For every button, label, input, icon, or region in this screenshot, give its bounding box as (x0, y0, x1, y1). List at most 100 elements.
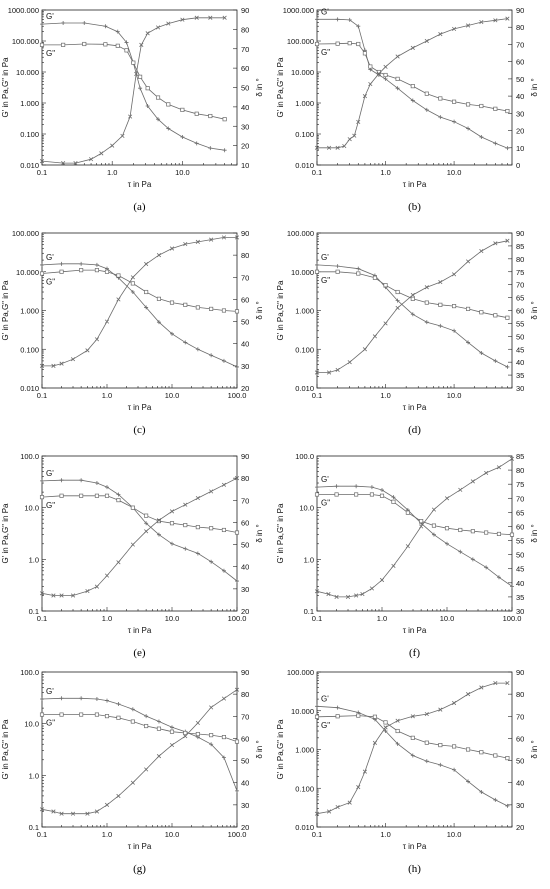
data-point (451, 272, 457, 277)
data-point (130, 505, 135, 510)
data-point (208, 113, 213, 119)
y-tick-label: 100.000 (287, 229, 314, 238)
data-point (431, 523, 437, 528)
data-point (194, 111, 199, 116)
plot-frame (316, 9, 513, 166)
data-point (395, 86, 400, 91)
data-point (110, 143, 115, 148)
data-point (383, 283, 388, 288)
data-point (194, 15, 199, 20)
data-point (510, 584, 514, 589)
data-point (166, 102, 171, 107)
y2-tick-label: 60 (241, 295, 249, 304)
data-point (484, 470, 489, 475)
data-point (39, 495, 45, 500)
series-label: G' (46, 687, 54, 696)
series-line (316, 715, 508, 759)
data-point (124, 40, 129, 45)
series-line (42, 236, 237, 367)
data-point (452, 767, 457, 772)
y2-tick-label: 40 (241, 340, 249, 349)
data-point (369, 492, 374, 497)
data-point (438, 743, 443, 748)
data-point (362, 51, 367, 56)
y-tick-label: 10.0 (24, 720, 39, 729)
data-point (354, 593, 359, 598)
y2-tick-label: 90 (516, 229, 524, 238)
data-point (410, 714, 415, 719)
y-tick-label: 0.010 (295, 823, 314, 832)
y2-axis-title: δ in ° (255, 740, 264, 758)
data-point (505, 680, 510, 686)
data-point (410, 753, 415, 758)
data-point (166, 21, 171, 26)
data-point (395, 289, 400, 295)
y-tick-label: 1000.000 (8, 6, 39, 15)
y2-tick-label: 70 (516, 494, 524, 503)
y-tick-label: 0.1 (29, 823, 39, 832)
data-point (369, 485, 374, 490)
data-point (334, 594, 339, 599)
data-point (208, 146, 213, 151)
y2-tick-label: 65 (516, 294, 524, 303)
data-point (116, 560, 121, 565)
data-point (466, 747, 471, 752)
y-tick-label: 1.000 (295, 99, 314, 108)
plot-frame (316, 455, 513, 612)
chart-panel: 0.1 1.0 10.0 0.010 0.100 1.000 10.000 100.000 10… (1, 6, 264, 213)
y2-tick-label: 30 (241, 585, 249, 594)
y2-tick-label: 50 (241, 84, 249, 93)
data-point (372, 740, 378, 745)
y2-tick-label: 60 (241, 64, 249, 73)
y2-tick-label: 80 (241, 690, 249, 699)
data-point (509, 456, 515, 461)
data-point (116, 273, 121, 278)
data-point (79, 261, 84, 266)
data-point (139, 42, 144, 47)
data-point (70, 593, 76, 598)
y2-tick-label: 50 (516, 757, 524, 766)
data-point (326, 145, 332, 150)
y2-tick-label: 40 (516, 92, 524, 101)
data-point (59, 493, 64, 498)
y-tick-label: 100.0 (20, 452, 39, 461)
data-point (183, 523, 188, 528)
x-tick-label: 10.0 (175, 168, 190, 177)
series-label: G' (321, 475, 329, 484)
data-point (221, 568, 226, 573)
data-point (130, 281, 135, 286)
y2-axis-title: δ in ° (255, 524, 264, 542)
data-point (379, 577, 385, 583)
data-point (314, 589, 320, 594)
data-point (221, 735, 227, 740)
data-point (438, 280, 443, 285)
data-point (335, 41, 340, 46)
data-point (438, 115, 443, 120)
y2-tick-label: 90 (241, 452, 249, 461)
chart-panel: 0.1 1.0 10.0 100.00.11.010.0100.02030405060… (1, 668, 264, 875)
data-point (183, 340, 188, 345)
data-point (116, 715, 121, 720)
data-point (104, 802, 110, 807)
data-point (395, 76, 400, 81)
data-point (155, 25, 161, 30)
y2-tick-label: 90 (516, 668, 524, 677)
data-point (326, 592, 331, 597)
data-point (315, 262, 319, 267)
panel-label: (d) (408, 424, 421, 436)
data-point (144, 289, 149, 295)
y2-tick-label: 35 (516, 371, 524, 380)
y-tick-label: 0.010 (20, 161, 39, 170)
y2-tick-label: 85 (516, 242, 524, 251)
y2-tick-label: 80 (516, 255, 524, 264)
data-point (345, 594, 351, 599)
data-point (208, 15, 213, 20)
data-point (424, 711, 429, 717)
data-point (79, 712, 84, 717)
series-label: G" (46, 719, 55, 728)
data-point (104, 319, 110, 324)
y2-tick-label: 90 (516, 6, 524, 15)
x-tick-label: 10.0 (447, 391, 462, 400)
y-tick-label: 1.000 (295, 746, 314, 755)
y2-axis-title: δ in ° (530, 524, 539, 542)
